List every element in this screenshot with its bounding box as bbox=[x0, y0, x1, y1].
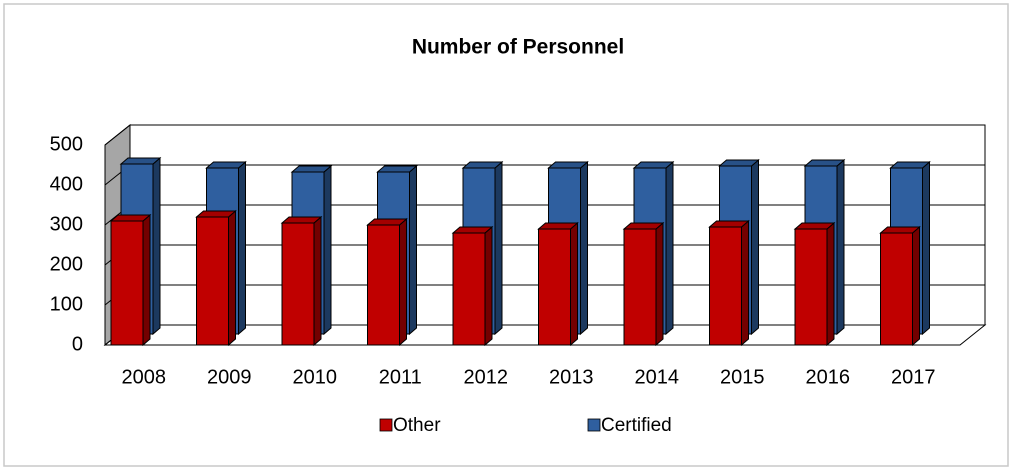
x-tick-label: 2011 bbox=[379, 366, 422, 388]
bar-top bbox=[461, 161, 504, 169]
bar bbox=[280, 215, 323, 347]
bar bbox=[451, 225, 494, 347]
bar-top bbox=[718, 159, 760, 167]
bar-top bbox=[119, 157, 162, 165]
bar-side bbox=[238, 160, 246, 336]
chart-title: Number of Personnel bbox=[412, 36, 624, 59]
x-tick-label: 2009 bbox=[207, 366, 252, 388]
legend-swatch bbox=[587, 418, 601, 432]
y-tick-label: 400 bbox=[50, 173, 83, 195]
bar-side bbox=[912, 225, 920, 347]
bar-side bbox=[741, 219, 749, 347]
y-tick-label: 500 bbox=[50, 133, 83, 155]
bar-top bbox=[547, 161, 589, 169]
bar bbox=[537, 221, 579, 347]
x-tick-label: 2017 bbox=[891, 366, 936, 388]
bar-top bbox=[803, 159, 846, 167]
bar-side bbox=[323, 164, 332, 336]
grid-line bbox=[104, 124, 131, 146]
bar-side bbox=[142, 213, 151, 347]
bar-side bbox=[665, 160, 674, 336]
bar-top bbox=[451, 226, 494, 234]
x-tick-label: 2015 bbox=[720, 366, 765, 388]
legend-label: Other bbox=[393, 415, 441, 436]
bar-front bbox=[196, 216, 229, 346]
legend-swatch bbox=[379, 418, 393, 432]
y-tick-label: 0 bbox=[72, 333, 83, 355]
y-tick-label: 200 bbox=[50, 253, 83, 275]
bar bbox=[366, 217, 408, 347]
bar-side bbox=[580, 160, 588, 336]
bar bbox=[195, 209, 237, 347]
bar-top bbox=[290, 165, 333, 173]
bar-top bbox=[280, 216, 323, 224]
bar-front bbox=[538, 228, 571, 346]
x-tick-label: 2008 bbox=[122, 366, 167, 388]
bar-side bbox=[922, 160, 930, 336]
bar-front bbox=[623, 228, 657, 346]
bar-front bbox=[452, 232, 486, 346]
bar-side bbox=[313, 215, 322, 347]
bar-top bbox=[632, 161, 675, 169]
bar-front bbox=[709, 226, 742, 346]
bar bbox=[708, 219, 750, 347]
bar-top bbox=[793, 222, 836, 230]
bar-side bbox=[228, 209, 236, 347]
bar-top bbox=[622, 222, 665, 230]
bar-top bbox=[205, 161, 247, 169]
bar bbox=[793, 221, 836, 347]
bar bbox=[879, 225, 921, 347]
plot-area: 0 100 200 300 400 500 2008 2009 2010 2011 2012 2013… bbox=[50, 123, 987, 436]
bar-top bbox=[195, 210, 237, 218]
legend-label: Certified bbox=[601, 415, 672, 436]
bar-top bbox=[708, 220, 750, 228]
x-tick-label: 2010 bbox=[293, 366, 338, 388]
bar-front bbox=[281, 222, 315, 346]
bar-side bbox=[826, 221, 835, 347]
bar-side bbox=[152, 156, 161, 336]
x-tick-label: 2012 bbox=[464, 366, 509, 388]
bar-side bbox=[570, 221, 578, 347]
bar-top bbox=[109, 214, 152, 222]
bar-side bbox=[484, 225, 493, 347]
bar-side bbox=[409, 164, 417, 336]
x-tick-label: 2014 bbox=[635, 366, 680, 388]
y-tick-label: 100 bbox=[50, 293, 83, 315]
bar-top bbox=[879, 226, 921, 234]
bar-front bbox=[880, 232, 913, 346]
x-tick-label: 2016 bbox=[806, 366, 851, 388]
bar-front bbox=[794, 228, 828, 346]
bar-top bbox=[889, 161, 931, 169]
x-tick-label: 2013 bbox=[549, 366, 594, 388]
bar bbox=[109, 213, 152, 347]
bar-side bbox=[494, 160, 503, 336]
bar-front bbox=[367, 224, 400, 346]
bar-side bbox=[836, 158, 845, 336]
bar bbox=[622, 221, 665, 347]
bar-front bbox=[110, 220, 144, 346]
bar-side bbox=[751, 158, 759, 336]
bar-top bbox=[537, 222, 579, 230]
bar-side bbox=[655, 221, 664, 347]
bar-top bbox=[366, 218, 408, 226]
bar-top bbox=[376, 165, 418, 173]
y-tick-label: 300 bbox=[50, 213, 83, 235]
bar-side bbox=[399, 217, 407, 347]
